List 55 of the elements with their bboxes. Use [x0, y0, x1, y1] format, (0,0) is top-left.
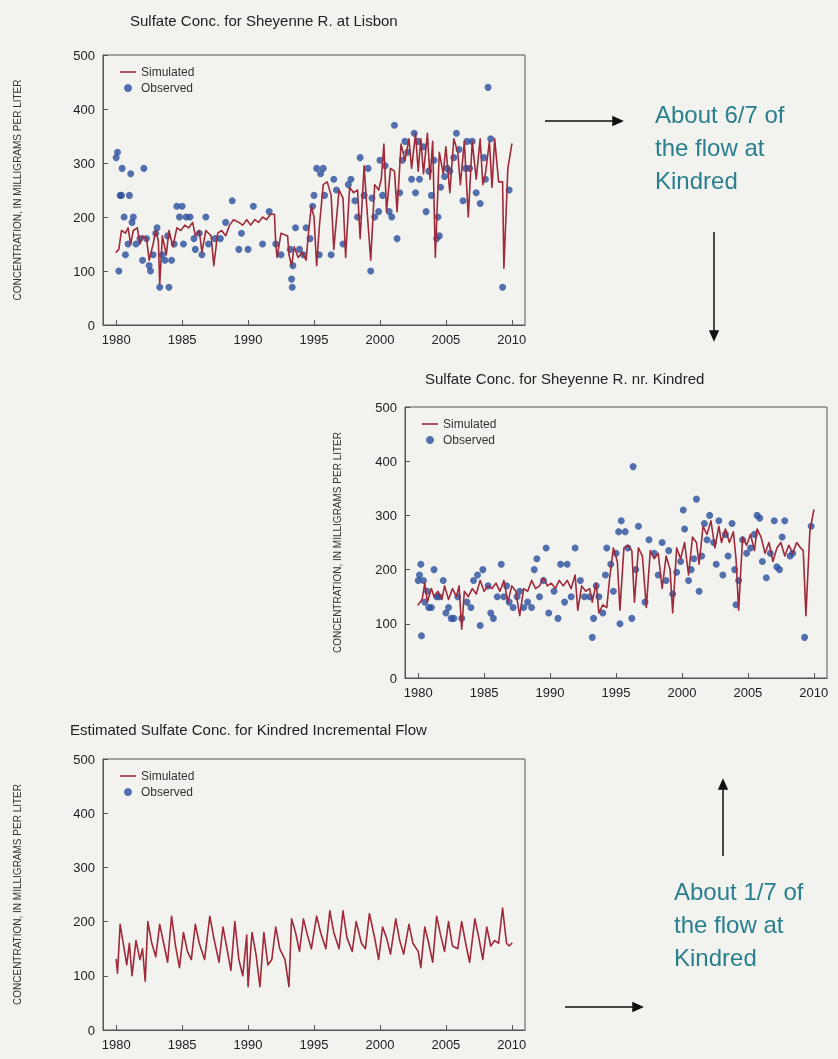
- x-tick-label: 2010: [497, 332, 527, 347]
- y-tick-label: 0: [87, 317, 95, 333]
- text: About 1/7 of the flow at Kindred: [674, 878, 811, 971]
- y-tick-label: 500: [73, 47, 95, 63]
- x-tick-label: 2000: [667, 685, 697, 700]
- x-tick-label: 2000: [365, 1037, 395, 1052]
- x-tick-label: 2000: [365, 332, 395, 347]
- y-tick-label: 200: [73, 914, 95, 930]
- x-tick-label: 1980: [403, 685, 433, 700]
- line-series: [417, 509, 815, 631]
- x-tick-label: 1985: [167, 1037, 197, 1052]
- x-tick-label: 2005: [431, 1037, 461, 1052]
- y-tick-label: 300: [73, 859, 95, 875]
- x-tick-label: 2010: [497, 1037, 527, 1052]
- y-tick-label: 300: [73, 155, 95, 171]
- x-tick-label: 1995: [299, 1037, 329, 1052]
- legend-label: Observed: [141, 785, 194, 799]
- x-tick-label: 2005: [431, 332, 461, 347]
- line-series: [115, 907, 513, 988]
- chart-title: Sulfate Conc. for Sheyenne R. nr. Kindred: [425, 370, 705, 387]
- legend-label: Simulated: [141, 769, 195, 783]
- x-tick-label: 1980: [101, 332, 131, 347]
- x-tick-label: 1995: [601, 685, 631, 700]
- x-tick-label: 2010: [799, 685, 829, 700]
- legend-label: Simulated: [443, 417, 497, 431]
- y-tick-label: 0: [87, 1022, 95, 1038]
- x-tick-label: 1990: [233, 1037, 263, 1052]
- y-axis-title: CONCENTRATION, IN MILLIGRAMS PER LITER: [11, 79, 23, 301]
- text: About 6/7 of the flow at Kindred: [655, 101, 792, 194]
- y-tick-label: 0: [389, 670, 397, 686]
- chart-title: Sulfate Conc. for Sheyenne R. at Lisbon: [130, 12, 398, 29]
- y-tick-label: 500: [375, 399, 397, 415]
- y-tick-label: 100: [73, 968, 95, 984]
- x-tick-label: 2005: [733, 685, 763, 700]
- y-tick-label: 500: [73, 751, 95, 767]
- y-tick-label: 100: [375, 616, 397, 632]
- x-tick-label: 1985: [167, 332, 197, 347]
- legend-label: Observed: [443, 433, 496, 447]
- y-tick-label: 400: [73, 101, 95, 117]
- x-tick-label: 1980: [101, 1037, 131, 1052]
- y-tick-label: 200: [73, 209, 95, 225]
- y-tick-label: 200: [375, 562, 397, 578]
- x-tick-label: 1990: [233, 332, 263, 347]
- x-tick-label: 1995: [299, 332, 329, 347]
- x-tick-label: 1985: [469, 685, 499, 700]
- legend-label: Simulated: [141, 65, 195, 79]
- y-tick-label: 300: [375, 507, 397, 523]
- x-tick-label: 1990: [535, 685, 565, 700]
- y-tick-label: 400: [375, 453, 397, 469]
- chart-title: Estimated Sulfate Conc. for Kindred Incremental Flow: [70, 721, 427, 738]
- legend-label: Observed: [141, 81, 194, 95]
- y-tick-label: 400: [73, 805, 95, 821]
- y-axis-title: CONCENTRATION, IN MILLIGRAMS PER LITER: [11, 784, 23, 1005]
- y-axis-title: CONCENTRATION, IN MILLIGRAMS PER LITER: [331, 432, 343, 653]
- y-tick-label: 100: [73, 263, 95, 279]
